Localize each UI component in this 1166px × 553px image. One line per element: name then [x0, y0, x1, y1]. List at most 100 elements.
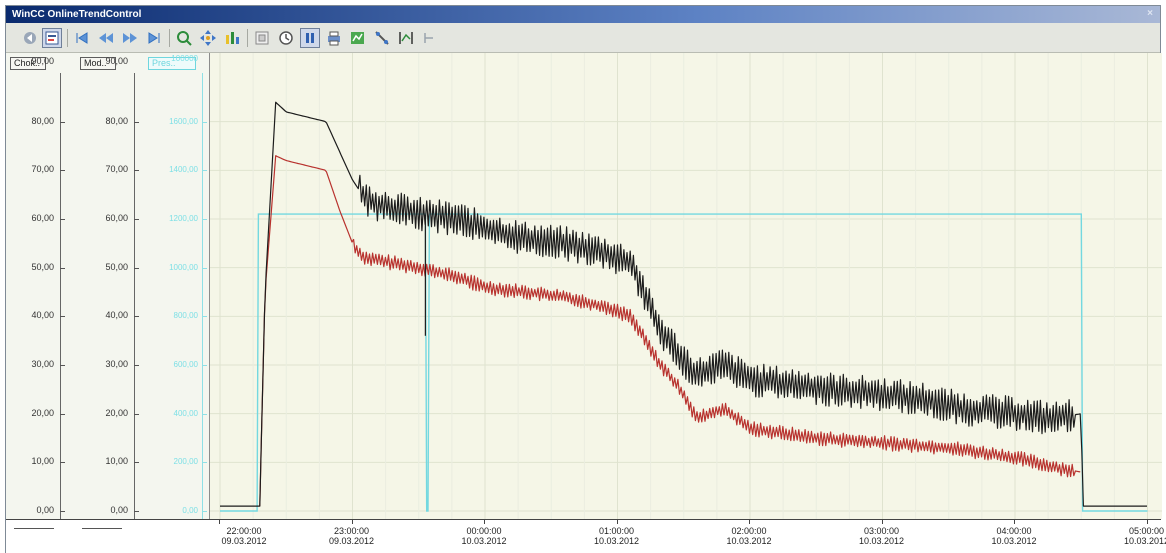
- axis-2-tick-label: 70,00: [105, 164, 128, 175]
- time-label: 00:00:00 10.03.2012: [461, 526, 507, 546]
- axis-2-tick-label: 60,00: [105, 213, 128, 223]
- axis-3-tick-label: 1000,00: [169, 262, 198, 272]
- value-axis-2: Mod..: [66, 53, 140, 523]
- axis-2-tick-label: 50,00: [105, 261, 128, 272]
- time-tick: [616, 520, 618, 524]
- tick-mark: [202, 219, 207, 220]
- axis-2-header[interactable]: Mod..: [80, 57, 116, 70]
- tick-mark: [60, 462, 65, 464]
- properties-icon[interactable]: [42, 28, 62, 48]
- axis-1-tick-label: 80,00: [31, 115, 54, 126]
- time-tick: [1146, 520, 1148, 524]
- original-view-icon[interactable]: [252, 28, 272, 48]
- tick-mark: [202, 170, 207, 172]
- tick-mark: [202, 121, 207, 123]
- time-tick: [881, 520, 883, 524]
- tick-mark: [134, 219, 139, 220]
- zoom-axis-icon[interactable]: [222, 28, 242, 48]
- value-axis-1: Chok..: [6, 53, 66, 523]
- tick-mark: [202, 413, 207, 415]
- tick-mark: [60, 365, 65, 366]
- time-label: 22:00:00 09.03.2012: [221, 526, 267, 546]
- print-icon[interactable]: [324, 28, 344, 48]
- statistics-icon[interactable]: [420, 28, 440, 48]
- tick-mark: [60, 316, 65, 318]
- time-label: 01:00:00 10.03.2012: [593, 526, 640, 546]
- tick-mark: [202, 316, 207, 318]
- trend-control-window: WinCC OnlineTrendControl × Chok.. Mod..: [5, 5, 1166, 553]
- trend-plot-area[interactable]: [209, 53, 1162, 519]
- axis-1-tick-label: 50,00: [31, 261, 54, 272]
- toolbar: [6, 23, 1160, 53]
- select-data-icon[interactable]: [396, 28, 416, 48]
- tick-mark: [134, 121, 139, 123]
- axis-1-tick-label: 70,00: [31, 164, 54, 175]
- tick-mark: [134, 365, 139, 366]
- ruler-icon[interactable]: [372, 28, 392, 48]
- axis-3-tick-label: 0,00: [182, 506, 198, 515]
- tick-mark: [134, 170, 139, 172]
- time-tick: [1014, 520, 1015, 524]
- axis-1-tick-label: 30,00: [31, 359, 54, 369]
- plot-background: [210, 53, 1162, 519]
- axis-1-top-label: 90,00: [31, 56, 54, 66]
- time-tick: [749, 520, 750, 524]
- axis-3-top-label: 100000: [171, 54, 198, 63]
- axis-2-tick-label: 40,00: [105, 310, 128, 321]
- axis-1-tick-label: 0,00: [36, 505, 54, 515]
- tick-mark: [60, 267, 65, 269]
- rewind-icon[interactable]: [96, 28, 116, 48]
- export-icon[interactable]: [348, 28, 368, 48]
- axis-3-header[interactable]: Pres..: [148, 57, 196, 70]
- forward-icon[interactable]: [120, 28, 140, 48]
- tick-mark: [134, 511, 139, 512]
- title-bar: WinCC OnlineTrendControl ×: [6, 6, 1160, 23]
- tick-mark: [202, 267, 207, 269]
- time-axis: 22:00:00 09.03.2012 23:00:00 09.03.2012 00:0…: [209, 519, 1166, 553]
- close-icon[interactable]: ×: [1147, 8, 1153, 19]
- time-tick: [484, 520, 485, 524]
- axis-2-tick-label: 30,00: [105, 359, 128, 369]
- axis-2-tick-label: 80,00: [105, 115, 128, 126]
- series-line-mod: [259, 155, 1081, 507]
- axis-2-tick-label: 0,00: [110, 505, 128, 515]
- start-stop-icon[interactable]: [300, 28, 320, 48]
- tick-mark: [134, 267, 139, 269]
- axis-2-tick-label: 20,00: [105, 407, 128, 418]
- tick-mark: [60, 511, 65, 512]
- series-line-chok: [220, 101, 1147, 507]
- tick-mark: [134, 413, 139, 415]
- axis-3-tick-label: 800,00: [173, 311, 198, 321]
- time-label: 23:00:00 09.03.2012: [328, 526, 375, 546]
- axis-3-tick-label: 600,00: [173, 360, 198, 369]
- tick-mark: [134, 316, 139, 318]
- time-label: 02:00:00 10.03.2012: [726, 526, 772, 546]
- time-label: 04:00:00 10.03.2012: [991, 526, 1037, 546]
- axis-1-tick-label: 60,00: [31, 213, 54, 223]
- axis-1-tick-label: 10,00: [31, 456, 54, 467]
- axis-3-tick-label: 400,00: [173, 408, 198, 418]
- tick-mark: [202, 462, 207, 464]
- tick-mark: [60, 121, 65, 123]
- axis-1-tick-label: 20,00: [31, 407, 54, 418]
- tick-mark: [202, 365, 207, 366]
- first-record-icon[interactable]: [20, 28, 40, 48]
- tick-mark: [60, 413, 65, 415]
- value-axis-3: Pres..: [140, 53, 209, 523]
- axis-footer: [6, 519, 209, 553]
- move-area-icon[interactable]: [198, 28, 218, 48]
- skip-back-icon[interactable]: [72, 28, 92, 48]
- axis-2-tick-label: 10,00: [105, 456, 128, 467]
- axis-1-tick-label: 40,00: [31, 310, 54, 321]
- axis-1-header[interactable]: Chok..: [10, 57, 46, 70]
- time-tick: [219, 520, 220, 524]
- zoom-area-icon[interactable]: [174, 28, 194, 48]
- time-label: 05:00:00 10.03.2012: [1123, 526, 1166, 546]
- time-range-icon[interactable]: [276, 28, 296, 48]
- axis-3-tick-label: 1200,00: [169, 214, 198, 223]
- axis-2-top-label: 90,00: [105, 56, 128, 66]
- skip-forward-icon[interactable]: [144, 28, 164, 48]
- trend-chart-svg: [210, 53, 1162, 519]
- time-label: 03:00:00 10.03.2012: [858, 526, 905, 546]
- axis-3-tick-label: 1600,00: [169, 116, 198, 126]
